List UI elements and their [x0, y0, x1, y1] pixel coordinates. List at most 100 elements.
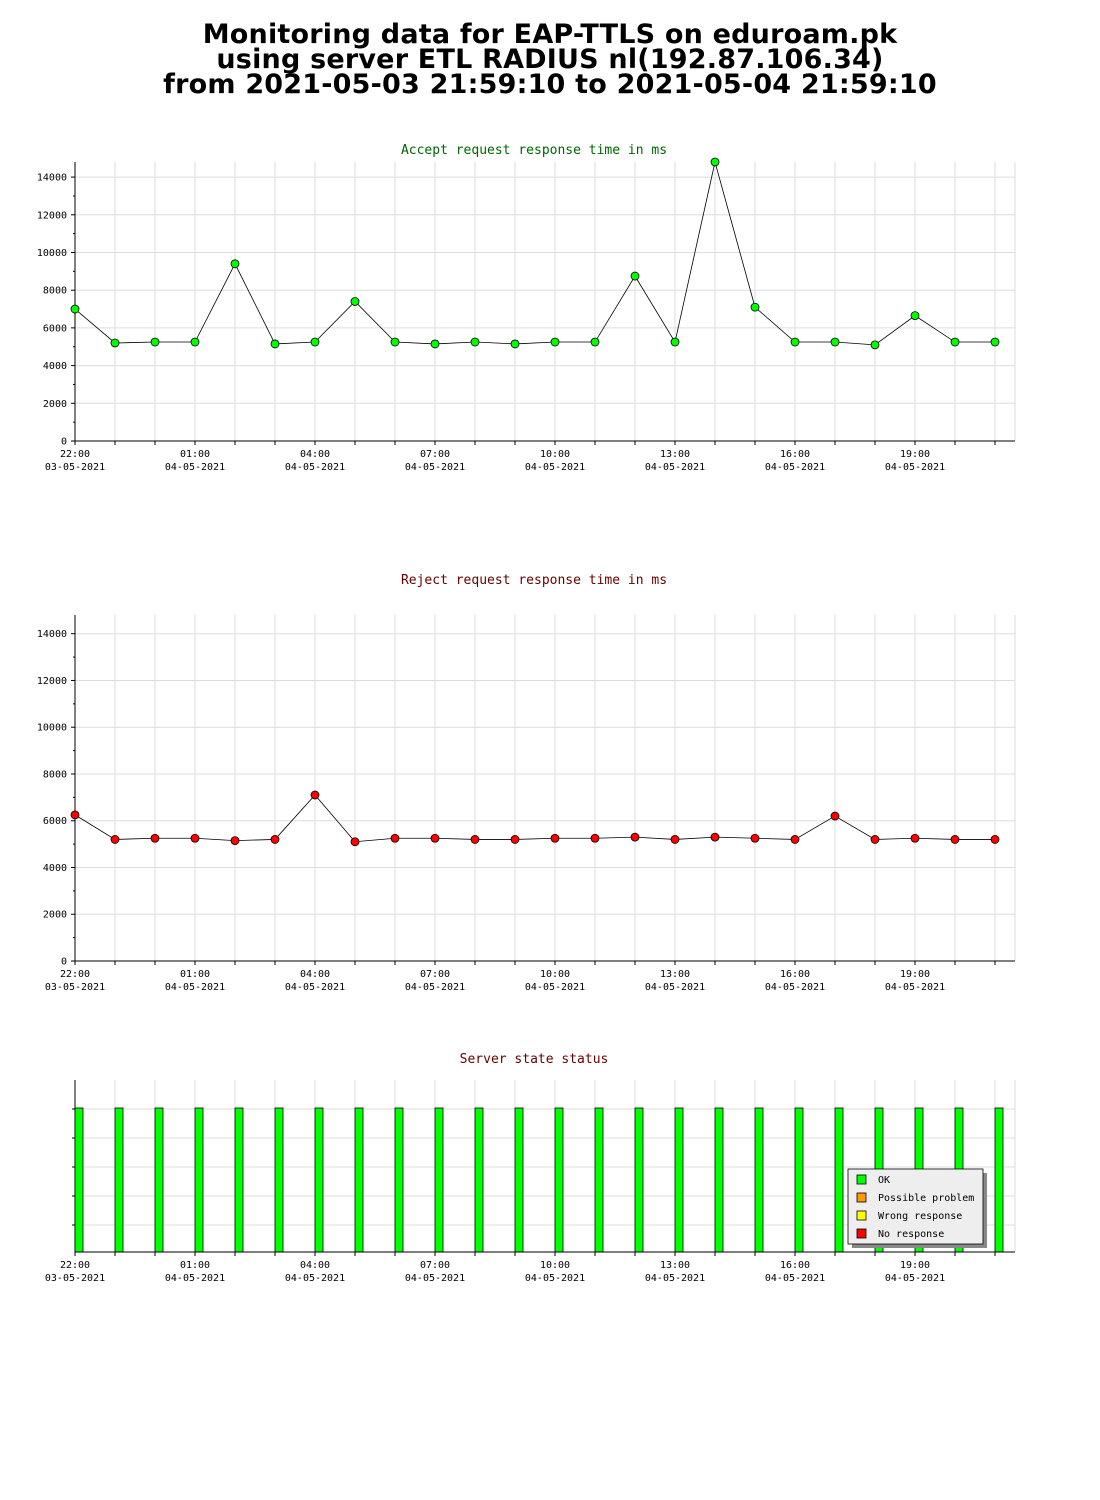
status-bar: [194, 1107, 204, 1253]
legend-swatch: [856, 1174, 867, 1185]
data-point: [430, 833, 440, 843]
status-bar: [674, 1107, 684, 1253]
y-tick-label: 4000: [43, 863, 67, 874]
status-bar: [714, 1107, 724, 1253]
x-tick-label-time: 22:00: [60, 1260, 90, 1271]
data-point: [670, 337, 680, 347]
y-tick-label: 14000: [37, 629, 67, 640]
data-point: [390, 337, 400, 347]
x-tick-label-time: 07:00: [420, 969, 450, 980]
x-tick-label-time: 10:00: [540, 1260, 570, 1271]
data-point: [270, 339, 280, 349]
x-tick-label-date: 04-05-2021: [525, 462, 585, 473]
status-bar: [634, 1107, 644, 1253]
x-tick-label-time: 16:00: [780, 1260, 810, 1271]
data-point: [870, 340, 880, 350]
data-point: [710, 157, 720, 167]
x-tick-label-time: 07:00: [420, 1260, 450, 1271]
data-point: [990, 835, 1000, 844]
status-bar: [154, 1107, 164, 1253]
chart-title: Reject request response time in ms: [401, 573, 667, 588]
y-tick-label: 2000: [43, 910, 67, 921]
data-point: [790, 835, 800, 844]
data-point: [510, 835, 520, 844]
x-tick-label-time: 16:00: [780, 449, 810, 460]
status-bar: [754, 1107, 764, 1253]
y-tick-label: 0: [61, 957, 67, 968]
data-point: [150, 337, 160, 347]
series-line: [74, 161, 995, 346]
series-line: [74, 794, 995, 843]
status-bar: [114, 1107, 124, 1253]
header-line-1: Monitoring data for EAP-TTLS on eduroam.…: [202, 19, 898, 50]
y-tick-label: 14000: [37, 173, 67, 184]
data-point: [870, 835, 880, 844]
x-tick-label-date: 04-05-2021: [285, 462, 345, 473]
x-tick-label-time: 07:00: [420, 449, 450, 460]
y-tick-label: 6000: [43, 816, 67, 827]
data-point: [590, 337, 600, 347]
x-tick-label-date: 04-05-2021: [525, 982, 585, 993]
y-tick-label: 10000: [37, 723, 67, 734]
y-tick-label: 8000: [43, 769, 67, 780]
data-point: [910, 311, 920, 321]
status-legend: OK Possible problem Wrong response No respo…: [847, 1168, 987, 1248]
y-tick-label: 12000: [37, 676, 67, 687]
data-point: [310, 337, 320, 347]
status-bar: [234, 1107, 244, 1253]
x-tick-label-time: 13:00: [660, 969, 690, 980]
y-tick-label: 2000: [43, 399, 67, 410]
legend-swatch: [856, 1192, 867, 1203]
x-tick-label-time: 01:00: [180, 449, 210, 460]
legend-label: Wrong response: [878, 1211, 962, 1222]
x-tick-label-time: 13:00: [660, 449, 690, 460]
status-bar: [74, 1107, 84, 1253]
data-point: [150, 833, 160, 843]
x-tick-label-date: 04-05-2021: [165, 1273, 225, 1284]
status-bar: [434, 1107, 444, 1253]
status-bar: [594, 1107, 604, 1253]
data-point: [310, 790, 320, 800]
data-point: [510, 339, 520, 349]
x-tick-label-time: 04:00: [300, 1260, 330, 1271]
x-tick-label-date: 03-05-2021: [45, 982, 105, 993]
x-tick-label-date: 04-05-2021: [765, 462, 825, 473]
status-bar: [794, 1107, 804, 1253]
data-point: [910, 833, 920, 843]
data-point: [270, 835, 280, 844]
x-tick-label-time: 19:00: [900, 969, 930, 980]
data-point: [350, 297, 360, 306]
x-tick-label-time: 19:00: [900, 449, 930, 460]
status-bar: [354, 1107, 364, 1253]
x-tick-label-date: 03-05-2021: [45, 1273, 105, 1284]
x-tick-label-time: 04:00: [300, 449, 330, 460]
data-point: [950, 337, 960, 347]
data-point: [350, 837, 360, 847]
x-tick-label-date: 04-05-2021: [885, 982, 945, 993]
header-line-2: using server ETL RADIUS nl(192.87.106.34…: [216, 44, 884, 75]
x-tick-label-time: 01:00: [180, 1260, 210, 1271]
x-tick-label-date: 04-05-2021: [285, 1273, 345, 1284]
data-point: [750, 833, 760, 843]
status-bar: [274, 1107, 284, 1253]
x-tick-label-time: 22:00: [60, 449, 90, 460]
data-point: [830, 337, 840, 347]
x-tick-label-time: 13:00: [660, 1260, 690, 1271]
x-tick-label-time: 10:00: [540, 969, 570, 980]
status-bar: [474, 1107, 484, 1253]
x-tick-label-date: 04-05-2021: [645, 462, 705, 473]
status-bar: [514, 1107, 524, 1253]
y-tick-label: 0: [61, 437, 67, 448]
status-bar: [834, 1107, 844, 1253]
x-tick-label-date: 04-05-2021: [645, 1273, 705, 1284]
data-point: [750, 302, 760, 312]
data-point: [590, 833, 600, 843]
data-point: [70, 304, 80, 314]
data-point: [70, 810, 80, 820]
x-tick-label-date: 04-05-2021: [405, 462, 465, 473]
x-tick-label-date: 04-05-2021: [525, 1273, 585, 1284]
data-point: [110, 338, 120, 348]
legend-swatch: [856, 1210, 867, 1221]
reject-response-chart: Reject request response time in ms 0 2000 4…: [37, 573, 1016, 993]
y-tick-label: 8000: [43, 286, 67, 297]
